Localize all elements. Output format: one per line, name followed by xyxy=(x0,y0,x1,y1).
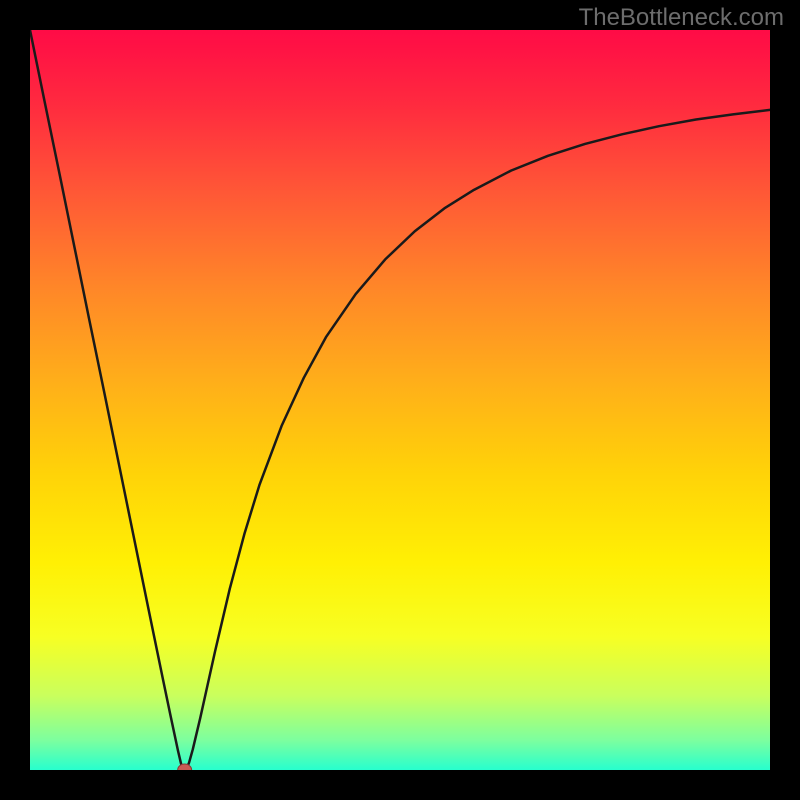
watermark-text: TheBottleneck.com xyxy=(579,4,784,32)
plot-area xyxy=(30,30,770,770)
min-marker xyxy=(178,764,192,770)
curve-path xyxy=(30,30,770,770)
bottleneck-curve xyxy=(30,30,770,770)
